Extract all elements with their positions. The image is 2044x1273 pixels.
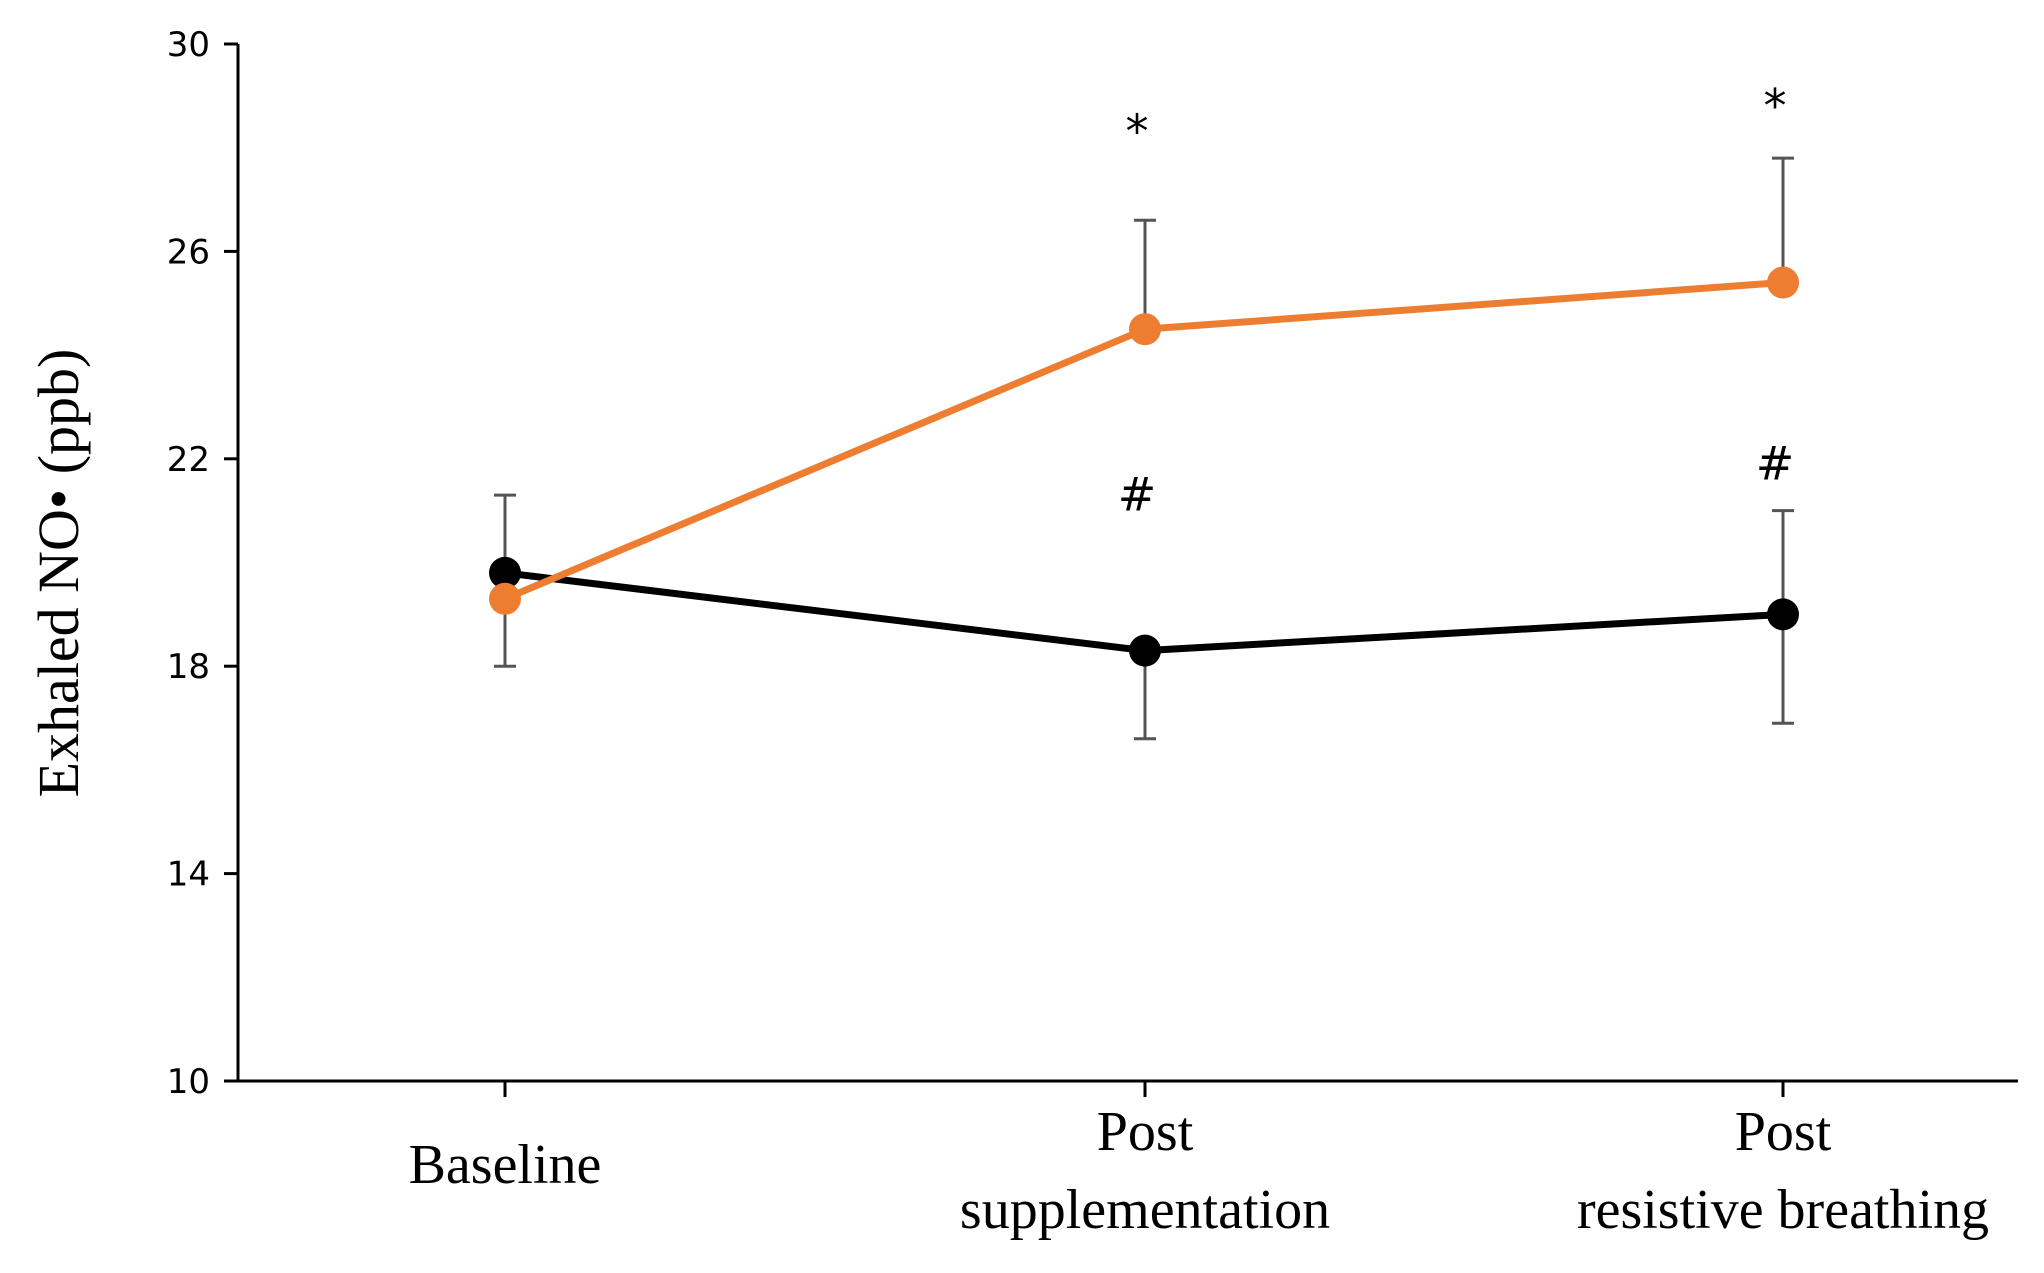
x-ticks: Baseline Post supplementation Post resistive…: [409, 1081, 1989, 1241]
x-tick-label: Baseline: [409, 1134, 602, 1196]
y-tick-label: 26: [167, 232, 210, 272]
x-tick-label: Post: [1097, 1101, 1194, 1163]
x-tick-label: Post: [1735, 1101, 1832, 1163]
significance-asterisk: *: [1126, 105, 1149, 159]
significance-annotations: * * # #: [1118, 79, 1795, 522]
data-point-orange: [1129, 313, 1161, 346]
data-point-black: [1129, 634, 1161, 667]
y-ticks: 10 14 18 22 26 30: [167, 25, 238, 1102]
significance-hash: #: [1118, 468, 1157, 522]
significance-hash: #: [1756, 437, 1795, 491]
y-tick-label: 18: [167, 647, 210, 687]
x-tick-label: resistive breathing: [1577, 1179, 1989, 1241]
y-tick-label: 14: [167, 855, 210, 895]
y-tick-label: 10: [167, 1062, 210, 1102]
significance-asterisk: *: [1764, 79, 1787, 133]
y-tick-label: 22: [167, 440, 210, 480]
x-tick-label: supplementation: [960, 1179, 1330, 1241]
y-tick-label: 30: [167, 25, 210, 65]
data-point-orange: [489, 582, 521, 615]
data-points: [489, 266, 1799, 667]
axes: [236, 44, 2018, 1083]
data-point-black: [1767, 598, 1799, 631]
data-point-black: [489, 556, 521, 589]
data-point-orange: [1767, 266, 1799, 299]
y-axis-label: Exhaled NO• (ppb): [26, 349, 91, 798]
